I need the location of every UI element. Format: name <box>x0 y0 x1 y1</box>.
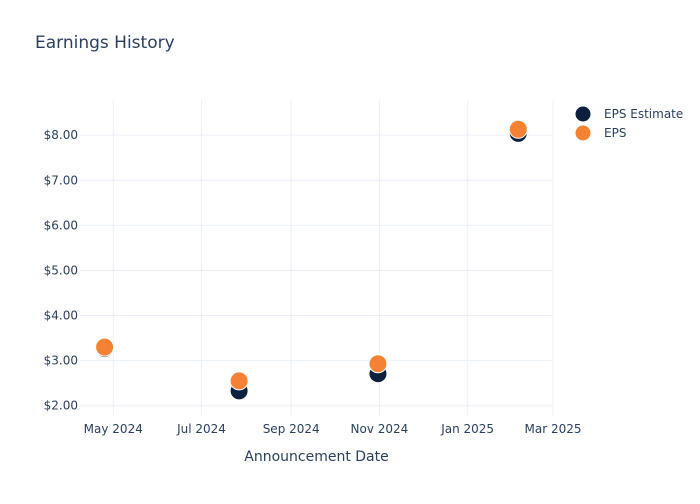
y-tick-label: $4.00 <box>44 309 78 323</box>
eps-point[interactable] <box>95 337 115 357</box>
y-tick-label: $6.00 <box>44 218 78 232</box>
x-tick-label: May 2024 <box>84 422 143 436</box>
y-tick-label: $2.00 <box>44 399 78 413</box>
x-axis-title: Announcement Date <box>244 449 388 465</box>
x-tick-label: Jul 2024 <box>176 422 226 436</box>
eps-point[interactable] <box>508 119 528 139</box>
eps-point[interactable] <box>229 371 249 391</box>
y-tick-label: $3.00 <box>44 354 78 368</box>
x-tick-label: Sep 2024 <box>263 422 320 436</box>
legend-marker[interactable] <box>574 105 592 123</box>
x-tick-label: Nov 2024 <box>351 422 409 436</box>
eps-point[interactable] <box>368 354 388 374</box>
legend-label[interactable]: EPS <box>604 126 626 140</box>
x-tick-label: Jan 2025 <box>440 422 494 436</box>
legend-marker[interactable] <box>574 124 592 142</box>
legend-label[interactable]: EPS Estimate <box>604 107 683 121</box>
y-tick-label: $7.00 <box>44 173 78 187</box>
x-tick-label: Mar 2025 <box>525 422 582 436</box>
chart-title: Earnings History <box>35 33 175 53</box>
y-tick-label: $5.00 <box>44 263 78 277</box>
y-tick-label: $8.00 <box>44 128 78 142</box>
